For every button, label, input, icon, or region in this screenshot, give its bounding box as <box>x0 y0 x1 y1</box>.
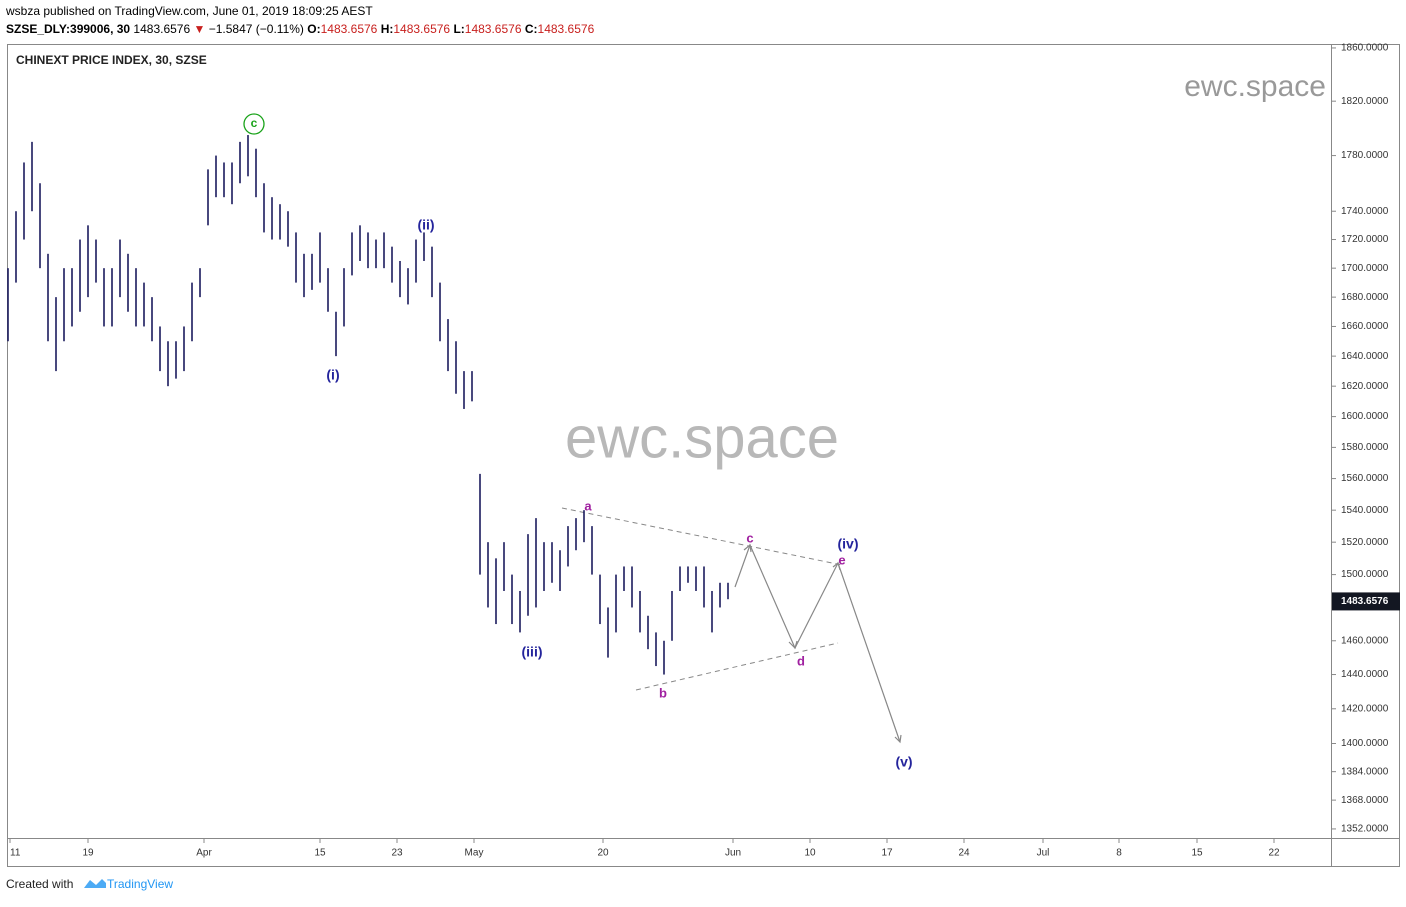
l-value: 1483.6576 <box>465 22 522 36</box>
x-tick-label: 17 <box>881 848 893 859</box>
last: 1483.6576 <box>133 22 190 36</box>
h-value: 1483.6576 <box>393 22 450 36</box>
change: −1.5847 (−0.11%) <box>209 22 304 36</box>
x-tick-label: Jun <box>725 848 741 859</box>
y-tick-label: 1700.0000 <box>1341 263 1389 274</box>
wave-label: (iv) <box>838 536 859 552</box>
y-tick-label: 1460.0000 <box>1341 635 1389 646</box>
triangle-lines <box>561 507 843 691</box>
wave-label: (i) <box>326 367 339 383</box>
footer-brand[interactable]: TradingView <box>107 877 173 891</box>
y-tick-label: 1640.0000 <box>1341 351 1389 362</box>
y-tick-label: 1780.0000 <box>1341 150 1389 161</box>
wave-circle <box>243 113 265 135</box>
lower-trendline <box>635 642 839 691</box>
wave-label: (ii) <box>417 217 434 233</box>
o-value: 1483.6576 <box>321 22 378 36</box>
y-tick-label: 1384.0000 <box>1341 766 1389 777</box>
arrow-head <box>743 543 752 553</box>
y-tick-label: 1820.0000 <box>1341 96 1389 107</box>
arrow-head <box>788 640 798 650</box>
header-line: wsbza published on TradingView.com, June… <box>5 4 373 18</box>
publisher: wsbza <box>5 4 40 18</box>
wave-label: d <box>797 653 805 668</box>
y-tick-label: 1720.0000 <box>1341 234 1389 245</box>
y-tick-label: 1352.0000 <box>1341 824 1389 835</box>
x-tick-label: Apr <box>196 848 212 859</box>
c-value: 1483.6576 <box>538 22 595 36</box>
x-tick-label: 10 <box>804 848 816 859</box>
x-tick-label: 11 <box>10 848 21 859</box>
x-tick-label: 19 <box>82 848 94 859</box>
arrow-head <box>894 734 902 744</box>
x-tick-label: 24 <box>958 848 970 859</box>
x-tick-label: 20 <box>597 848 609 859</box>
y-tick-label: 1420.0000 <box>1341 703 1389 714</box>
upper-trendline <box>561 507 843 566</box>
frame <box>7 44 1400 867</box>
symbol-line: SZSE_DLY:399006, 30 1483.6576 ▼ −1.5847 … <box>6 22 595 36</box>
h-label: H: <box>381 22 394 36</box>
x-tick-label: 22 <box>1268 848 1280 859</box>
y-tick-label: 1580.0000 <box>1341 442 1389 453</box>
x-tick-label: 8 <box>1116 848 1122 859</box>
last-price-label: 1483.6576 <box>1341 596 1389 607</box>
y-tick-label: 1680.0000 <box>1341 292 1389 303</box>
wave-label: (v) <box>895 754 912 770</box>
y-tick-label: 1660.0000 <box>1341 321 1389 332</box>
y-tick-label: 1440.0000 <box>1341 669 1389 680</box>
wave-label: c <box>251 116 258 130</box>
y-tick-label: 1500.0000 <box>1341 569 1389 580</box>
watermark: ewc.space <box>565 405 839 470</box>
o-label: O: <box>307 22 320 36</box>
wave-label: b <box>659 685 667 700</box>
projection <box>734 543 902 744</box>
chart-title: CHINEXT PRICE INDEX, 30, SZSE <box>16 53 207 67</box>
l-label: L: <box>453 22 464 36</box>
wave-label: c <box>746 530 753 545</box>
y-tick-label: 1560.0000 <box>1341 473 1389 484</box>
x-tick-label: Jul <box>1037 848 1050 859</box>
y-tick-label: 1540.0000 <box>1341 505 1389 516</box>
y-tick-label: 1600.0000 <box>1341 411 1389 422</box>
x-tick-label: 15 <box>314 848 326 859</box>
y-tick-label: 1860.0000 <box>1341 43 1389 54</box>
symbol: SZSE_DLY:399006, 30 <box>6 22 130 36</box>
wave-label: (iii) <box>522 644 543 660</box>
wave-label: e <box>838 552 845 567</box>
arrow-head <box>832 561 841 571</box>
wave-label: a <box>584 498 592 513</box>
y-tick-label: 1740.0000 <box>1341 206 1389 217</box>
y-tick-label: 1400.0000 <box>1341 738 1389 749</box>
y-tick-label: 1520.0000 <box>1341 537 1389 548</box>
y-tick-label: 1620.0000 <box>1341 381 1389 392</box>
last-price-box <box>1332 592 1400 611</box>
c-label: C: <box>525 22 538 36</box>
x-tick-label: May <box>465 848 484 859</box>
tv-logo <box>84 879 106 888</box>
x-tick-label: 23 <box>391 848 403 859</box>
arrow: ▼ <box>194 22 206 36</box>
watermark: ewc.space <box>1184 70 1326 103</box>
published: published on TradingView.com, June 01, 2… <box>43 4 373 18</box>
footer-created: Created with <box>6 877 73 891</box>
x-tick-label: 15 <box>1191 848 1203 859</box>
y-tick-label: 1368.0000 <box>1341 795 1389 806</box>
